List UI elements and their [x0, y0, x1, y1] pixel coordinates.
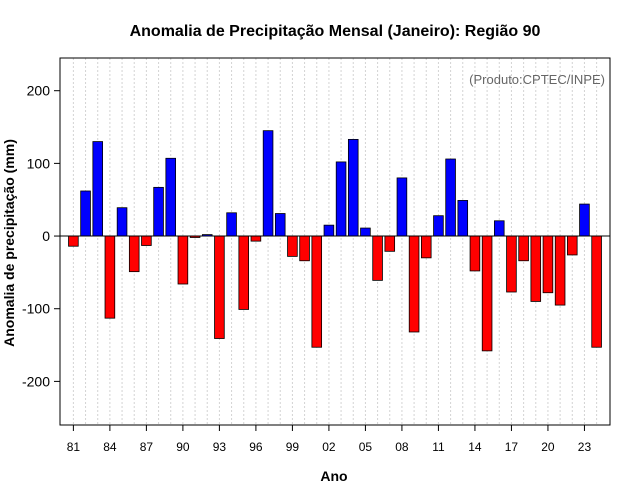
y-tick-label: 0	[42, 228, 50, 244]
bar-2016	[494, 220, 505, 237]
bar-2011	[433, 215, 444, 237]
bar-2006	[372, 235, 383, 281]
bar-1998	[274, 213, 286, 237]
bar-2019	[530, 235, 542, 302]
x-tick-label: 90	[176, 440, 190, 454]
bar-1987	[141, 235, 152, 246]
x-tick-label: 05	[359, 440, 373, 454]
bars	[68, 130, 602, 352]
bar-1985	[116, 207, 128, 237]
x-tick-label: 14	[468, 440, 482, 454]
bar-1999	[287, 235, 298, 257]
bar-1990	[177, 235, 189, 285]
bar-2003	[335, 161, 347, 237]
y-axis: -200 -100 0 100 200	[22, 83, 60, 389]
bar-2014	[469, 235, 481, 272]
gridlines	[72, 58, 598, 425]
bar-2001	[311, 235, 323, 348]
bar-2004	[347, 138, 359, 237]
bar-1993	[214, 235, 225, 339]
bar-1988	[153, 186, 164, 237]
y-axis-label: Anomalia de precipitação (mm)	[1, 139, 17, 347]
plot-frame	[59, 57, 611, 426]
bar-2020	[542, 235, 554, 294]
x-tick-label: 93	[213, 440, 227, 454]
bar-2015	[481, 235, 493, 352]
bar-2013	[457, 200, 469, 237]
bar-1994	[226, 212, 237, 237]
bar-2000	[299, 235, 310, 262]
x-tick-label: 23	[578, 440, 592, 454]
bar-2017	[506, 235, 517, 293]
x-tick-label: 11	[432, 440, 445, 454]
bar-2022	[567, 235, 578, 256]
bar-2024	[591, 235, 602, 348]
bar-2002	[323, 224, 335, 237]
bar-2008	[396, 177, 408, 237]
x-axis-label: Ano	[320, 468, 347, 484]
bar-1983	[92, 141, 103, 237]
credit-label: (Produto:CPTEC/INPE)	[469, 72, 605, 87]
bar-1995	[238, 235, 250, 310]
x-tick-label: 99	[286, 440, 300, 454]
bar-2007	[384, 235, 396, 252]
bar-2012	[445, 158, 456, 237]
bar-1996	[250, 235, 262, 242]
y-tick-label: -200	[22, 373, 50, 389]
x-tick-label: 96	[249, 440, 263, 454]
x-axis: 81 84 87 90 93 96 99 02 05 08 11 14 17 20 23	[67, 425, 592, 454]
x-tick-label: 08	[395, 440, 409, 454]
x-tick-label: 02	[322, 440, 336, 454]
bar-1986	[128, 235, 140, 273]
x-tick-label: 84	[103, 440, 117, 454]
bar-2010	[420, 235, 432, 259]
y-tick-label: 200	[27, 83, 51, 99]
x-tick-label: 20	[541, 440, 555, 454]
x-tick-label: 87	[140, 440, 154, 454]
y-tick-label: 100	[27, 155, 51, 171]
x-tick-label: 81	[67, 440, 81, 454]
bar-2023	[579, 203, 590, 237]
bar-1989	[165, 157, 176, 237]
bar-2021	[554, 235, 566, 306]
bar-2005	[360, 227, 371, 237]
bar-1984	[104, 235, 116, 319]
y-tick-label: -100	[22, 301, 50, 317]
chart-title: Anomalia de Precipitação Mensal (Janeiro…	[130, 23, 541, 40]
bar-1981	[68, 235, 79, 247]
x-tick-label: 17	[505, 440, 519, 454]
bar-1997	[262, 130, 274, 237]
bar-1982	[80, 190, 91, 237]
bar-2009	[408, 235, 420, 333]
bar-2018	[518, 235, 529, 262]
